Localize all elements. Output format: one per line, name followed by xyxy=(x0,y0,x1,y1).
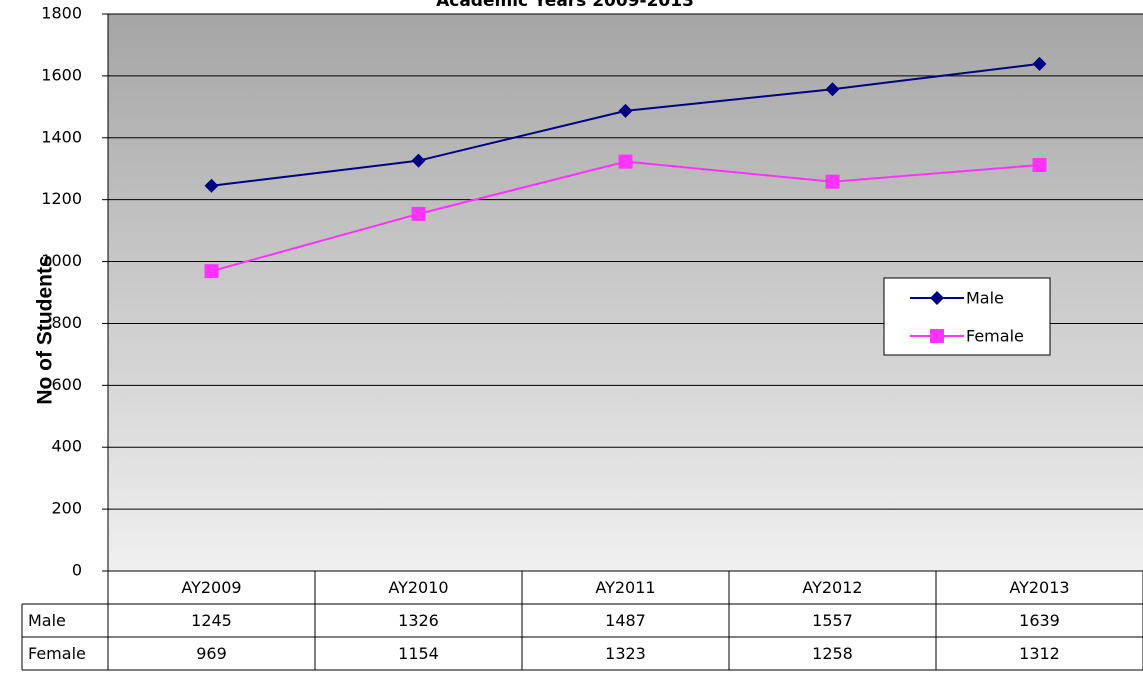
x-tick-label: AY2010 xyxy=(388,578,448,597)
y-axis-title: No of Students xyxy=(34,255,57,404)
y-tick-label: 800 xyxy=(51,313,82,332)
table-row-label: Female xyxy=(28,644,86,663)
table-cell: 1487 xyxy=(605,611,646,630)
x-tick-label: AY2013 xyxy=(1009,578,1069,597)
point xyxy=(1032,158,1047,173)
legend-marker xyxy=(930,291,944,305)
table-cell: 1154 xyxy=(398,644,439,663)
point xyxy=(204,178,219,193)
chart-title: Academic Years 2009-2013 xyxy=(436,0,694,11)
legend-marker xyxy=(930,329,944,343)
point xyxy=(411,206,426,221)
point xyxy=(618,103,633,118)
legend-label: Female xyxy=(966,327,1024,346)
y-tick-label: 1600 xyxy=(41,65,82,84)
table-cell: 1557 xyxy=(812,611,853,630)
y-tick-label: 1000 xyxy=(41,251,82,270)
table-cell: 1323 xyxy=(605,644,646,663)
y-tick-label: 600 xyxy=(51,375,82,394)
y-tick-label: 200 xyxy=(51,499,82,518)
table-cell: 1639 xyxy=(1019,611,1060,630)
y-tick-label: 400 xyxy=(51,437,82,456)
table-cell: 1326 xyxy=(398,611,439,630)
x-tick-label: AY2009 xyxy=(181,578,241,597)
table-cell: 1258 xyxy=(812,644,853,663)
y-tick-label: 1400 xyxy=(41,127,82,146)
legend-box xyxy=(883,277,1051,356)
legend-label: Male xyxy=(966,289,1004,308)
table-cell: 1245 xyxy=(191,611,232,630)
y-tick-label: 1200 xyxy=(41,189,82,208)
point xyxy=(618,154,633,169)
x-tick-label: AY2012 xyxy=(802,578,862,597)
x-tick-label: AY2011 xyxy=(595,578,655,597)
point xyxy=(825,82,840,97)
point xyxy=(1032,56,1047,71)
table-cell: 1312 xyxy=(1019,644,1060,663)
table-cell: 969 xyxy=(196,644,227,663)
table-row-label: Male xyxy=(28,611,66,630)
y-tick-label: 0 xyxy=(72,561,82,580)
point xyxy=(204,264,219,279)
point xyxy=(825,174,840,189)
point xyxy=(411,153,426,168)
y-tick-label: 1800 xyxy=(41,4,82,23)
